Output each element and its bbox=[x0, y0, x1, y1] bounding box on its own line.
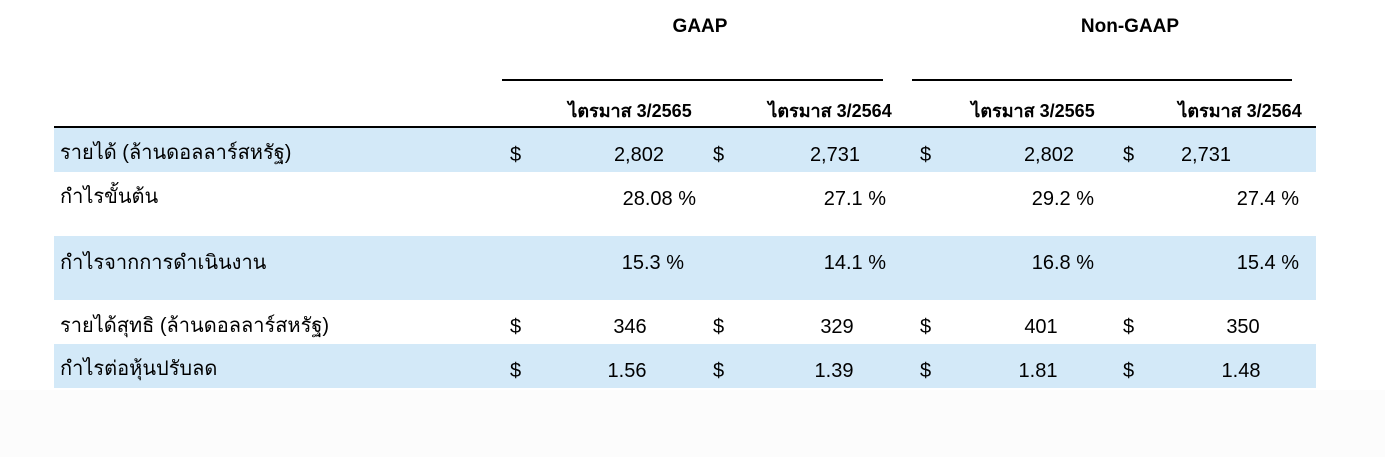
column-header-gaap-q3-2564: ไตรมาส 3/2564 bbox=[768, 101, 892, 121]
currency-symbol: $ bbox=[510, 360, 522, 382]
column-header-gaap-q3-2565: ไตรมาส 3/2565 bbox=[568, 101, 692, 121]
table-row-operating-margin: กำไรจากการดำเนินงาน 15.3 % 14.1 % 16.8 %… bbox=[54, 236, 1316, 300]
value-gaap-q3-2565: 28.08 % bbox=[622, 188, 696, 210]
value-gaap-q3-2565: 346 bbox=[613, 316, 647, 338]
currency-symbol: $ bbox=[920, 360, 932, 382]
currency-symbol: $ bbox=[713, 360, 725, 382]
row-label: รายได้ (ล้านดอลลาร์สหรัฐ) bbox=[60, 142, 292, 164]
currency-symbol: $ bbox=[510, 144, 522, 166]
value-nongaap-q3-2565: 2,802 bbox=[1023, 144, 1074, 166]
group-title-non-gaap: Non-GAAP bbox=[1080, 16, 1180, 37]
currency-symbol: $ bbox=[1123, 316, 1135, 338]
currency-symbol: $ bbox=[1123, 360, 1135, 382]
column-header-nongaap-q3-2564: ไตรมาส 3/2564 bbox=[1178, 101, 1302, 121]
currency-symbol: $ bbox=[1123, 144, 1135, 166]
row-label: กำไรขั้นต้น bbox=[60, 186, 159, 208]
row-label: กำไรจากการดำเนินงาน bbox=[60, 252, 267, 274]
currency-symbol: $ bbox=[920, 316, 932, 338]
value-nongaap-q3-2564: 15.4 % bbox=[1236, 252, 1299, 274]
page-footer-area bbox=[0, 390, 1385, 457]
currency-symbol: $ bbox=[713, 144, 725, 166]
currency-symbol: $ bbox=[713, 316, 725, 338]
value-gaap-q3-2564: 2,731 bbox=[809, 144, 860, 166]
table-row-net-income: รายได้สุทธิ (ล้านดอลลาร์สหรัฐ) $ 346 $ 3… bbox=[54, 300, 1316, 344]
table-row-gross-margin: กำไรขั้นต้น 28.08 % 27.1 % 29.2 % 27.4 % bbox=[54, 172, 1316, 236]
value-gaap-q3-2565: 2,802 bbox=[613, 144, 664, 166]
value-gaap-q3-2564: 14.1 % bbox=[823, 252, 886, 274]
value-gaap-q3-2564: 27.1 % bbox=[823, 188, 886, 210]
value-nongaap-q3-2565: 29.2 % bbox=[1031, 188, 1094, 210]
column-header-nongaap-q3-2565: ไตรมาส 3/2565 bbox=[971, 101, 1095, 121]
value-gaap-q3-2565: 1.56 bbox=[607, 360, 647, 382]
value-nongaap-q3-2564: 350 bbox=[1226, 316, 1260, 338]
value-gaap-q3-2565: 15.3 % bbox=[621, 252, 684, 274]
row-label: รายได้สุทธิ (ล้านดอลลาร์สหรัฐ) bbox=[60, 315, 330, 337]
group-underline-non-gaap bbox=[912, 79, 1292, 81]
value-nongaap-q3-2564: 1.48 bbox=[1221, 360, 1261, 382]
value-nongaap-q3-2565: 1.81 bbox=[1018, 360, 1058, 382]
group-title-gaap: GAAP bbox=[672, 16, 728, 37]
currency-symbol: $ bbox=[920, 144, 932, 166]
value-nongaap-q3-2565: 401 bbox=[1024, 316, 1058, 338]
value-nongaap-q3-2564: 27.4 % bbox=[1236, 188, 1299, 210]
value-nongaap-q3-2565: 16.8 % bbox=[1031, 252, 1094, 274]
table-row-revenue: รายได้ (ล้านดอลลาร์สหรัฐ) $ 2,802 $ 2,73… bbox=[54, 128, 1316, 172]
value-nongaap-q3-2564: 2,731 bbox=[1180, 144, 1231, 166]
row-label: กำไรต่อหุ้นปรับลด bbox=[60, 358, 218, 380]
currency-symbol: $ bbox=[510, 316, 522, 338]
value-gaap-q3-2564: 1.39 bbox=[814, 360, 854, 382]
table-row-diluted-eps: กำไรต่อหุ้นปรับลด $ 1.56 $ 1.39 $ 1.81 $… bbox=[54, 344, 1316, 388]
group-underline-gaap bbox=[502, 79, 883, 81]
header-rule bbox=[54, 126, 1316, 128]
value-gaap-q3-2564: 329 bbox=[820, 316, 854, 338]
